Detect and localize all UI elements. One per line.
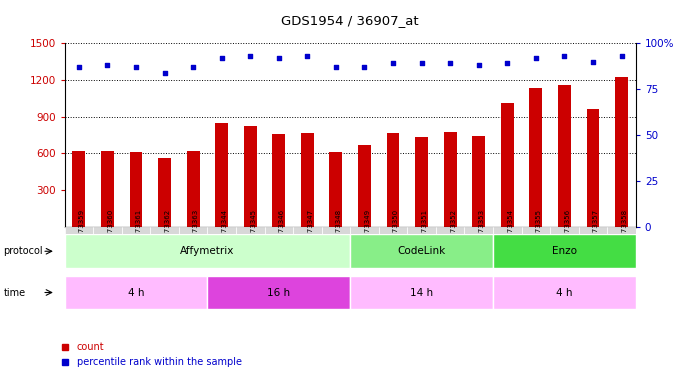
Bar (65, 234, 350, 268)
Text: GSM73355: GSM73355 (536, 209, 542, 247)
Bar (207, 276, 350, 309)
Point (473, 62, 484, 68)
Text: GSM73345: GSM73345 (250, 209, 256, 247)
Point (559, 53, 570, 59)
Bar (522, 227, 550, 234)
Bar (101, 151, 114, 227)
Bar (179, 227, 207, 234)
Bar (501, 103, 513, 227)
Bar (550, 227, 579, 234)
Text: GSM73359: GSM73359 (79, 209, 85, 247)
Bar (350, 234, 493, 268)
Text: 4 h: 4 h (128, 288, 144, 297)
Text: GSM73352: GSM73352 (450, 209, 456, 247)
Text: GDS1954 / 36907_at: GDS1954 / 36907_at (282, 14, 419, 27)
Point (188, 64, 199, 70)
Bar (444, 132, 456, 227)
Bar (350, 276, 493, 309)
Text: CodeLink: CodeLink (398, 246, 445, 256)
Point (102, 62, 113, 68)
Bar (207, 227, 236, 234)
Text: GSM73357: GSM73357 (593, 209, 599, 247)
Bar (493, 227, 522, 234)
Bar (273, 134, 285, 227)
Bar (130, 152, 142, 227)
Point (273, 55, 284, 61)
Text: 4 h: 4 h (556, 288, 573, 297)
Bar (379, 227, 407, 234)
Bar (358, 145, 371, 227)
Bar (236, 227, 265, 234)
Bar (587, 109, 599, 227)
Point (588, 58, 598, 64)
Point (530, 55, 541, 61)
Bar (65, 276, 207, 309)
Point (416, 60, 427, 66)
Point (216, 55, 227, 61)
Text: GSM73354: GSM73354 (507, 209, 513, 247)
Point (359, 64, 370, 70)
Text: GSM73350: GSM73350 (393, 209, 399, 247)
Bar (415, 138, 428, 227)
Text: GSM73347: GSM73347 (307, 209, 313, 247)
Point (616, 53, 627, 59)
Bar (350, 227, 379, 234)
Point (159, 69, 170, 75)
Text: GSM73348: GSM73348 (336, 209, 342, 247)
Bar (301, 132, 313, 227)
Bar (407, 227, 436, 234)
Bar (493, 276, 636, 309)
Text: GSM73353: GSM73353 (479, 209, 485, 247)
Bar (150, 227, 179, 234)
Bar (387, 132, 399, 227)
Bar (558, 85, 571, 227)
Text: time: time (3, 288, 26, 297)
Bar (493, 234, 636, 268)
Point (445, 60, 456, 66)
Bar (607, 227, 636, 234)
Text: GSM73358: GSM73358 (622, 209, 628, 247)
Text: count: count (77, 342, 105, 352)
Text: percentile rank within the sample: percentile rank within the sample (77, 357, 242, 367)
Text: GSM73360: GSM73360 (107, 209, 114, 247)
Bar (436, 227, 464, 234)
Point (330, 64, 341, 70)
Bar (464, 227, 493, 234)
Bar (65, 227, 93, 234)
Point (388, 60, 398, 66)
Text: GSM73362: GSM73362 (165, 209, 171, 247)
Bar (93, 227, 122, 234)
Point (131, 64, 141, 70)
Bar (265, 227, 293, 234)
Text: protocol: protocol (3, 246, 43, 256)
Bar (293, 227, 322, 234)
Point (502, 60, 513, 66)
Bar (330, 152, 342, 227)
Text: GSM73349: GSM73349 (364, 209, 371, 247)
Text: Enzo: Enzo (552, 246, 577, 256)
Text: 16 h: 16 h (267, 288, 290, 297)
Bar (122, 227, 150, 234)
Text: GSM73361: GSM73361 (136, 209, 142, 247)
Bar (187, 151, 199, 227)
Bar (216, 123, 228, 227)
Bar (473, 136, 485, 227)
Text: GSM73356: GSM73356 (564, 209, 571, 247)
Bar (244, 126, 256, 227)
Text: GSM73351: GSM73351 (422, 209, 428, 247)
Bar (530, 88, 542, 227)
Bar (322, 227, 350, 234)
Text: GSM73346: GSM73346 (279, 209, 285, 247)
Text: GSM73344: GSM73344 (222, 209, 228, 247)
Bar (158, 158, 171, 227)
Point (302, 53, 313, 59)
Bar (579, 227, 607, 234)
Bar (615, 77, 628, 227)
Text: GSM73363: GSM73363 (193, 209, 199, 247)
Point (245, 53, 256, 59)
Point (73, 64, 84, 70)
Text: 14 h: 14 h (410, 288, 433, 297)
Text: Affymetrix: Affymetrix (180, 246, 235, 256)
Bar (73, 151, 85, 227)
